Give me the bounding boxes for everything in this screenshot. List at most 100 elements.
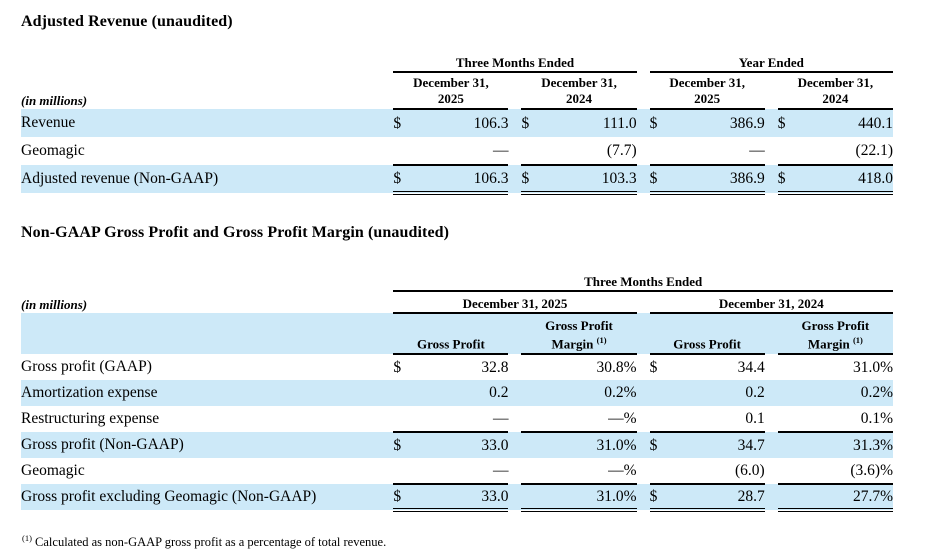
column-header-gross-profit-margin: Gross Profit Margin (1) [521,313,637,355]
currency-symbol: $ [393,165,412,195]
cell-value: 33.0 [411,484,509,512]
cell-value: 27.7% [795,484,893,512]
cell-value: 111.0 [539,109,637,137]
currency-symbol [521,458,540,485]
currency-symbol [393,380,412,406]
currency-symbol [521,137,540,166]
cell-value: 0.1% [795,406,893,433]
currency-symbol: $ [777,165,796,195]
currency-symbol [777,406,796,433]
currency-symbol [521,484,540,512]
currency-symbol: $ [521,109,540,137]
table-row-gross-profit-excluding-geomagic: Gross profit excluding Geomagic (Non-GAA… [21,484,893,512]
row-label: Gross profit (GAAP) [21,358,152,375]
cell-value: 31.0% [852,358,893,376]
currency-symbol: $ [649,358,658,376]
column-header-gross-profit: Gross Profit [649,313,765,355]
row-label: Gross profit excluding Geomagic (Non-GAA… [21,484,394,510]
adjusted-revenue-table: Three Months Ended Year Ended (in millio… [21,52,893,195]
footnote-text: Calculated as non-GAAP gross profit as a… [31,535,387,550]
adjusted-revenue-title: Adjusted Revenue (unaudited) [21,13,233,30]
row-label: Restructuring expense [21,410,160,427]
cell-value: — [411,137,509,166]
cell-value: (7.7) [539,137,637,166]
cell-value: 418.0 [795,165,893,195]
column-header-date: December 31, 2025 [649,72,765,110]
cell-value: 34.7 [667,432,765,458]
cell-value: 31.0% [539,484,637,512]
cell-value: 386.9 [667,165,765,195]
column-header-date: December 31, 2024 [777,72,893,110]
table-row-revenue: Revenue $ 106.3 $ 111.0 $ 386.9 $ 440.1 [21,109,893,137]
cell-value: 32.8 [481,358,509,376]
row-label: Geomagic [21,462,85,479]
cell-value: 103.3 [539,165,637,195]
cell-value: 0.1 [667,406,765,433]
cell-value: 33.0 [411,432,509,458]
currency-symbol: $ [649,165,668,195]
currency-symbol [777,432,796,458]
currency-symbol: $ [393,432,412,458]
column-header-date: December 31, 2025 [393,291,637,314]
cell-value: 30.8% [596,358,637,376]
group-header-row: Three Months Ended Year Ended [21,52,893,73]
column-header-gross-profit-margin: Gross Profit Margin (1) [777,313,893,355]
column-header-date: December 31, 2024 [521,72,637,110]
cell-value: 0.2 [411,380,509,406]
cell-value: 386.9 [667,109,765,137]
cell-value: 0.2 [667,380,765,406]
currency-symbol [777,137,796,166]
footnote-marker: (1) [596,334,607,345]
currency-symbol [393,458,412,485]
cell-value: 0.2% [539,380,637,406]
currency-symbol: $ [393,358,402,376]
currency-symbol: $ [521,165,540,195]
cell-value: 31.3% [795,432,893,458]
currency-symbol: $ [649,109,668,137]
row-label: Revenue [21,109,394,137]
currency-symbol [521,354,539,380]
footnote: (1) Calculated as non-GAAP gross profit … [21,533,918,550]
row-label: Adjusted revenue (Non-GAAP) [21,165,394,193]
table-row-amortization: Amortization expense 0.2 0.2% 0.2 0.2% [21,380,893,406]
currency-symbol [649,458,668,485]
gross-profit-table: Three Months Ended (in millions) Decembe… [21,267,893,512]
cell-value: 106.3 [411,165,509,195]
date-header-row: (in millions) December 31, 2025 December… [21,291,893,314]
currency-symbol [521,380,540,406]
column-header-date: December 31, 2025 [393,72,509,110]
cell-value: 0.2% [795,380,893,406]
currency-symbol: $ [777,109,796,137]
footnote-marker: (1) [22,533,32,543]
currency-symbol: $ [393,484,412,512]
metric-header-row: Gross Profit Gross Profit Margin (1) Gro… [21,313,893,355]
cell-value: —% [539,406,637,433]
currency-symbol: $ [649,432,668,458]
table-row-geomagic: Geomagic — —% (6.0) (3.6)% [21,458,893,485]
currency-symbol [649,380,668,406]
currency-symbol: $ [649,484,668,512]
currency-symbol [649,406,668,433]
group-header-three-months: Three Months Ended [393,52,637,73]
units-label: (in millions) [21,93,88,108]
units-label: (in millions) [21,297,88,312]
table-row-gross-profit-gaap: Gross profit (GAAP) $ 32.8 30.8% $ 34.4 … [21,354,893,380]
row-label: Amortization expense [21,380,394,406]
currency-symbol [649,137,668,166]
currency-symbol [393,137,412,166]
currency-symbol: $ [393,109,412,137]
cell-value: 106.3 [411,109,509,137]
currency-symbol [393,406,412,433]
group-header-three-months: Three Months Ended [393,267,893,292]
group-header-year-ended: Year Ended [649,52,893,73]
currency-symbol [777,458,796,485]
table-row-gross-profit-non-gaap: Gross profit (Non-GAAP) $ 33.0 31.0% $ 3… [21,432,893,458]
currency-symbol [777,380,796,406]
column-header-date: December 31, 2024 [649,291,893,314]
cell-value: 31.0% [539,432,637,458]
column-header-gross-profit: Gross Profit [393,313,509,355]
table-row-geomagic: Geomagic — (7.7) — (22.1) [21,137,893,166]
footnote-marker: (1) [852,334,863,345]
currency-symbol [778,354,796,380]
cell-value: — [411,406,509,433]
